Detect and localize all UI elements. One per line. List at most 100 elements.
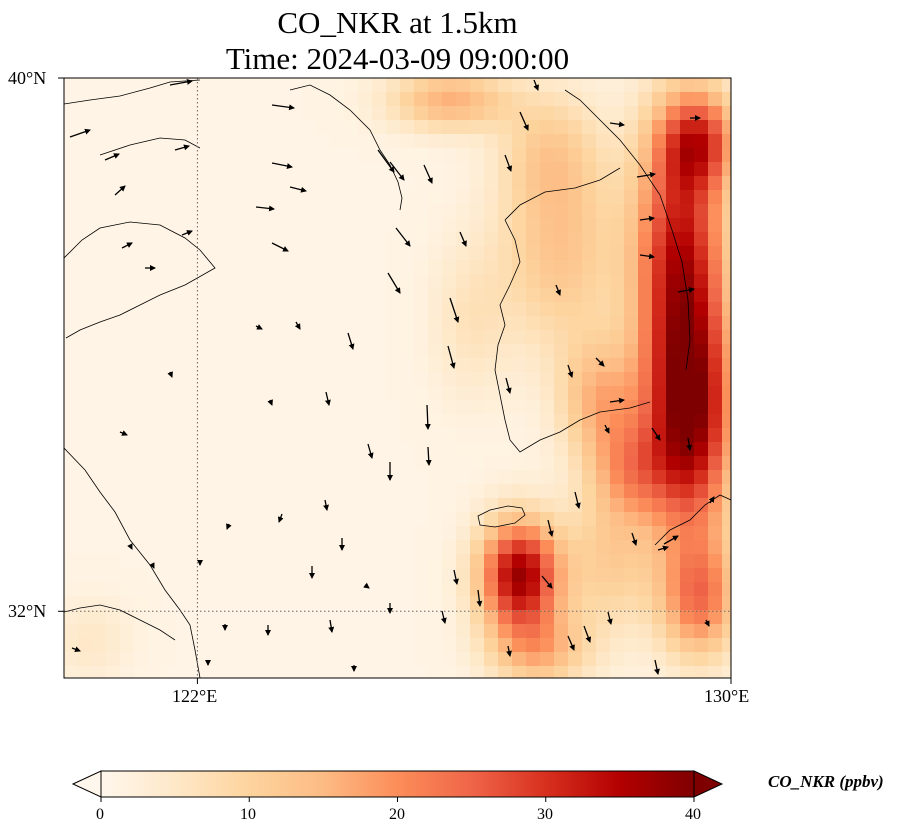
field-cell (134, 92, 149, 107)
field-cell (92, 288, 107, 303)
field-cell (666, 372, 681, 387)
field-cell (400, 190, 415, 205)
field-cell (694, 120, 709, 135)
field-cell (400, 78, 415, 93)
field-cell (176, 666, 191, 678)
field-cell (484, 162, 499, 177)
field-cell (582, 246, 597, 261)
field-cell (708, 330, 723, 345)
field-cell (316, 540, 331, 555)
field-cell (106, 78, 121, 93)
field-cell (344, 134, 359, 149)
field-cell (456, 652, 471, 667)
field-cell (162, 666, 177, 678)
field-cell (274, 92, 289, 107)
field-cell (246, 204, 261, 219)
field-cell (470, 652, 485, 667)
field-cell (344, 540, 359, 555)
field-cell (596, 246, 611, 261)
field-cell (400, 414, 415, 429)
field-cell (414, 218, 429, 233)
field-cell (148, 204, 163, 219)
field-cell (470, 638, 485, 653)
field-cell (484, 428, 499, 443)
field-cell (722, 134, 731, 149)
field-cell (246, 428, 261, 443)
field-cell (190, 470, 205, 485)
field-cell (680, 330, 695, 345)
field-cell (624, 190, 639, 205)
field-cell (106, 554, 121, 569)
field-cell (666, 148, 681, 163)
field-cell (638, 610, 653, 625)
field-cell (526, 162, 541, 177)
field-cell (610, 666, 625, 678)
field-cell (64, 386, 79, 401)
field-cell (344, 288, 359, 303)
field-cell (302, 162, 317, 177)
field-cell (176, 162, 191, 177)
field-cell (120, 344, 135, 359)
field-cell (372, 596, 387, 611)
field-cell (512, 428, 527, 443)
field-cell (484, 78, 499, 93)
field-cell (316, 512, 331, 527)
field-cell (302, 106, 317, 121)
field-cell (246, 92, 261, 107)
field-cell (708, 484, 723, 499)
field-cell (386, 106, 401, 121)
field-cell (526, 246, 541, 261)
field-cell (414, 414, 429, 429)
field-cell (78, 554, 93, 569)
field-cell (344, 442, 359, 457)
field-cell (652, 316, 667, 331)
field-cell (288, 372, 303, 387)
field-cell (386, 512, 401, 527)
field-cell (722, 470, 731, 485)
field-cell (330, 218, 345, 233)
field-cell (554, 260, 569, 275)
field-cell (134, 610, 149, 625)
field-cell (386, 540, 401, 555)
field-cell (400, 134, 415, 149)
field-cell (456, 190, 471, 205)
field-cell (666, 456, 681, 471)
wind-arrow (226, 523, 232, 530)
field-cell (344, 456, 359, 471)
field-cell (666, 92, 681, 107)
field-cell (526, 414, 541, 429)
field-cell (260, 428, 275, 443)
field-cell (540, 568, 555, 583)
field-cell (498, 624, 513, 639)
field-cell (260, 260, 275, 275)
wind-arrow (704, 619, 710, 627)
field-cell (358, 288, 373, 303)
field-cell (78, 134, 93, 149)
field-cell (134, 568, 149, 583)
field-cell (204, 540, 219, 555)
field-cell (246, 148, 261, 163)
field-cell (358, 316, 373, 331)
field-cell (232, 288, 247, 303)
wind-arrow (377, 149, 395, 173)
field-cell (316, 414, 331, 429)
field-cell (176, 554, 191, 569)
field-cell (624, 302, 639, 317)
field-cell (218, 316, 233, 331)
field-cell (148, 358, 163, 373)
field-cell (246, 386, 261, 401)
field-cell (246, 288, 261, 303)
field-cell (526, 624, 541, 639)
field-cell (218, 624, 233, 639)
field-cell (526, 232, 541, 247)
field-cell (708, 456, 723, 471)
field-cell (638, 498, 653, 513)
field-cell (456, 498, 471, 513)
field-cell (694, 624, 709, 639)
field-cell (162, 134, 177, 149)
field-cell (316, 288, 331, 303)
field-cell (456, 638, 471, 653)
field-cell (288, 638, 303, 653)
field-cell (386, 610, 401, 625)
field-cell (190, 190, 205, 205)
